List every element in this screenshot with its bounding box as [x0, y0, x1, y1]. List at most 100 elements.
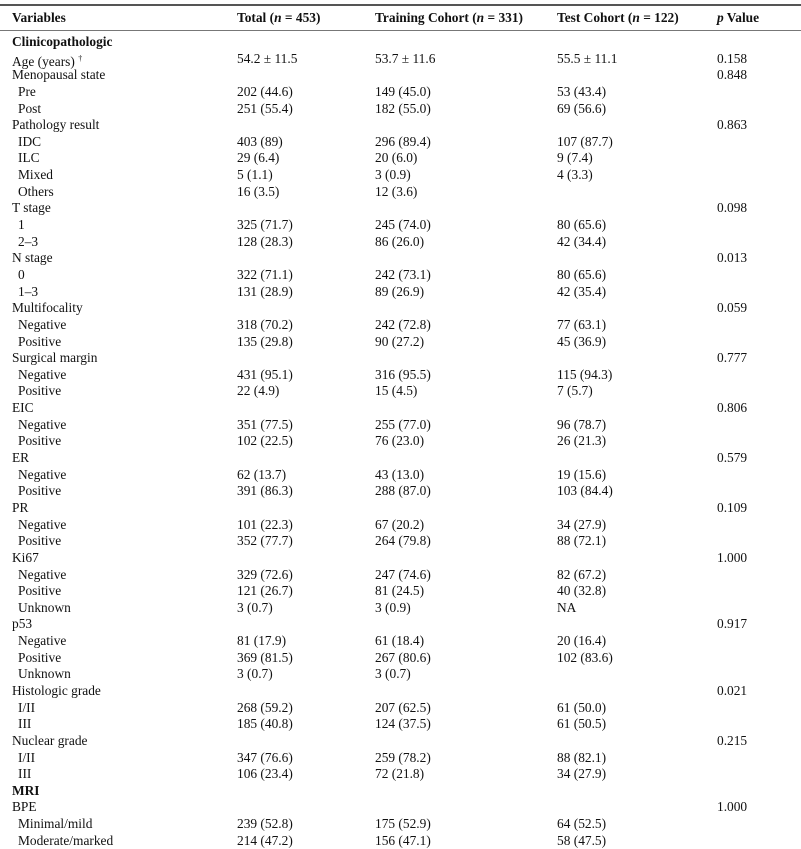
variable-label: Menopausal state	[12, 67, 106, 83]
test-value: 20 (16.4)	[557, 633, 607, 649]
variable-label: EIC	[12, 400, 34, 416]
header-test-n: n	[632, 10, 640, 25]
header-total-n: n	[274, 10, 282, 25]
variable-label: T stage	[12, 200, 51, 216]
total-value: 329 (72.6)	[237, 566, 293, 582]
total-value: 62 (13.7)	[237, 466, 287, 482]
category-row: 2–3 128 (28.3) 86 (26.0) 42 (34.4)	[0, 234, 801, 251]
total-value: 431 (95.1)	[237, 366, 293, 382]
p-value: 0.158	[717, 50, 748, 66]
test-value: 58 (47.5)	[557, 832, 607, 848]
variable-label: 2–3	[18, 233, 39, 249]
variable-row: Surgical margin 0.777	[0, 350, 801, 367]
category-row: III 185 (40.8) 124 (37.5) 61 (50.5)	[0, 716, 801, 733]
training-value: 264 (79.8)	[375, 533, 431, 549]
variable-label: Unknown	[18, 666, 71, 682]
training-value: 124 (37.5)	[375, 716, 431, 732]
category-row: 0 322 (71.1) 242 (73.1) 80 (65.6)	[0, 267, 801, 284]
variable-label-text: Age (years)	[12, 53, 75, 69]
total-value: 106 (23.4)	[237, 766, 293, 782]
variable-label: Positive	[18, 383, 62, 399]
training-value: 245 (74.0)	[375, 217, 431, 233]
test-value: 64 (52.5)	[557, 816, 607, 832]
header-total-count: = 453)	[281, 10, 321, 25]
training-value: 12 (3.6)	[375, 183, 418, 199]
header-test-count: = 122)	[639, 10, 679, 25]
test-value: 80 (65.6)	[557, 266, 607, 282]
header-test-label: Test Cohort (	[557, 10, 633, 25]
category-row: IDC 403 (89) 296 (89.4) 107 (87.7)	[0, 134, 801, 151]
training-value: 259 (78.2)	[375, 749, 431, 765]
category-row: Negative 351 (77.5) 255 (77.0) 96 (78.7)	[0, 417, 801, 434]
category-row: Unknown 3 (0.7) 3 (0.9) NA	[0, 600, 801, 617]
p-value: 0.013	[717, 250, 748, 266]
variable-label: IDC	[18, 133, 42, 149]
test-value: 34 (27.9)	[557, 766, 607, 782]
p-value: 1.000	[717, 799, 748, 815]
training-value: 3 (0.9)	[375, 599, 411, 615]
training-value: 182 (55.0)	[375, 100, 431, 116]
total-value: 322 (71.1)	[237, 266, 293, 282]
total-value: 3 (0.7)	[237, 599, 273, 615]
category-row: Unknown 3 (0.7) 3 (0.7)	[0, 666, 801, 683]
training-value: 89 (26.9)	[375, 283, 425, 299]
p-value: 0.579	[717, 450, 748, 466]
category-row: Post 251 (55.4) 182 (55.0) 69 (56.6)	[0, 101, 801, 118]
test-value: 19 (15.6)	[557, 466, 607, 482]
category-row: Negative 318 (70.2) 242 (72.8) 77 (63.1)	[0, 317, 801, 334]
total-value: 3 (0.7)	[237, 666, 273, 682]
total-value: 318 (70.2)	[237, 316, 293, 332]
variable-label: 1–3	[18, 283, 39, 299]
category-row: 1 325 (71.7) 245 (74.0) 80 (65.6)	[0, 217, 801, 234]
header-training-n: n	[476, 10, 485, 25]
category-row: Minimal/mild 239 (52.8) 175 (52.9) 64 (52.5…	[0, 816, 801, 833]
variable-label: I/II	[18, 699, 36, 715]
category-row: ILC 29 (6.4) 20 (6.0) 9 (7.4)	[0, 150, 801, 167]
variable-label: Negative	[18, 633, 67, 649]
test-value: 80 (65.6)	[557, 217, 607, 233]
variable-label: Positive	[18, 533, 62, 549]
variable-label: Minimal/mild	[18, 816, 93, 832]
total-value: 347 (76.6)	[237, 749, 293, 765]
p-value: 0.215	[717, 732, 748, 748]
category-row: Negative 431 (95.1) 316 (95.5) 115 (94.3)	[0, 367, 801, 384]
variable-label: Moderate/marked	[18, 832, 114, 848]
variable-label: Positive	[18, 583, 62, 599]
p-value: 0.021	[717, 682, 748, 698]
header-total: Total (n = 453)	[237, 6, 320, 30]
variable-label: Mixed	[18, 167, 53, 183]
table-header-row: Variables Total (n = 453) Training Cohor…	[0, 6, 801, 31]
total-value: 325 (71.7)	[237, 217, 293, 233]
training-value: 207 (62.5)	[375, 699, 431, 715]
total-value: 101 (22.3)	[237, 516, 293, 532]
test-value: 115 (94.3)	[557, 366, 613, 382]
variable-label: Negative	[18, 466, 67, 482]
variable-label: 1	[18, 217, 25, 233]
test-value: 61 (50.5)	[557, 716, 607, 732]
category-row: Others 16 (3.5) 12 (3.6)	[0, 184, 801, 201]
training-value: 20 (6.0)	[375, 150, 418, 166]
variable-label: Histologic grade	[12, 682, 101, 698]
variable-row: BPE 1.000	[0, 799, 801, 816]
category-row: Positive 121 (26.7) 81 (24.5) 40 (32.8)	[0, 583, 801, 600]
variable-label: Surgical margin	[12, 350, 98, 366]
section-row: MRI	[0, 783, 801, 800]
test-value: 9 (7.4)	[557, 150, 593, 166]
header-training-count: = 331)	[484, 10, 523, 25]
variable-label: Positive	[18, 483, 62, 499]
total-value: 268 (59.2)	[237, 699, 293, 715]
test-value: 42 (34.4)	[557, 233, 607, 249]
variable-label: Positive	[18, 649, 62, 665]
training-value: 288 (87.0)	[375, 483, 431, 499]
variable-label: Multifocality	[12, 300, 83, 316]
variable-label: Nuclear grade	[12, 732, 88, 748]
header-training: Training Cohort (n = 331)	[375, 6, 523, 30]
training-value: 90 (27.2)	[375, 333, 425, 349]
header-training-label: Training Cohort (	[375, 10, 477, 25]
total-value: 251 (55.4)	[237, 100, 293, 116]
training-value: 76 (23.0)	[375, 433, 425, 449]
variable-label: I/II	[18, 749, 36, 765]
variable-label: BPE	[12, 799, 37, 815]
total-value: 391 (86.3)	[237, 483, 293, 499]
test-value: 88 (82.1)	[557, 749, 607, 765]
